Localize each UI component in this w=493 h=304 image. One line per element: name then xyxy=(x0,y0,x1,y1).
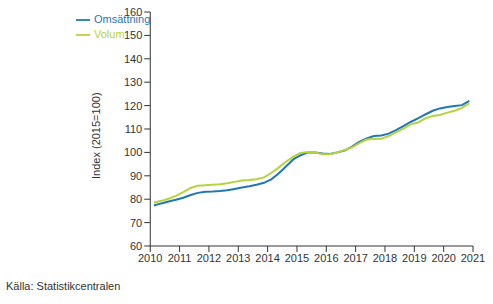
svg-text:60: 60 xyxy=(130,240,142,252)
svg-text:130: 130 xyxy=(124,76,142,88)
svg-text:2018: 2018 xyxy=(373,252,397,264)
svg-text:2016: 2016 xyxy=(314,252,338,264)
svg-text:2012: 2012 xyxy=(197,252,221,264)
svg-text:2011: 2011 xyxy=(168,252,192,264)
svg-text:2019: 2019 xyxy=(402,252,426,264)
svg-text:110: 110 xyxy=(125,123,143,135)
svg-text:2021: 2021 xyxy=(461,252,485,264)
svg-text:2017: 2017 xyxy=(343,252,367,264)
svg-text:100: 100 xyxy=(124,146,142,158)
svg-text:160: 160 xyxy=(124,6,142,18)
svg-text:2015: 2015 xyxy=(285,252,309,264)
svg-text:150: 150 xyxy=(124,29,142,41)
svg-text:120: 120 xyxy=(124,100,142,112)
svg-text:2020: 2020 xyxy=(431,252,455,264)
svg-text:Index (2015=100): Index (2015=100) xyxy=(90,92,102,179)
svg-text:2014: 2014 xyxy=(255,252,279,264)
svg-text:2013: 2013 xyxy=(226,252,250,264)
svg-text:140: 140 xyxy=(124,53,142,65)
svg-text:70: 70 xyxy=(130,217,142,229)
svg-text:80: 80 xyxy=(130,193,142,205)
svg-text:2010: 2010 xyxy=(138,252,162,264)
svg-text:90: 90 xyxy=(130,170,142,182)
